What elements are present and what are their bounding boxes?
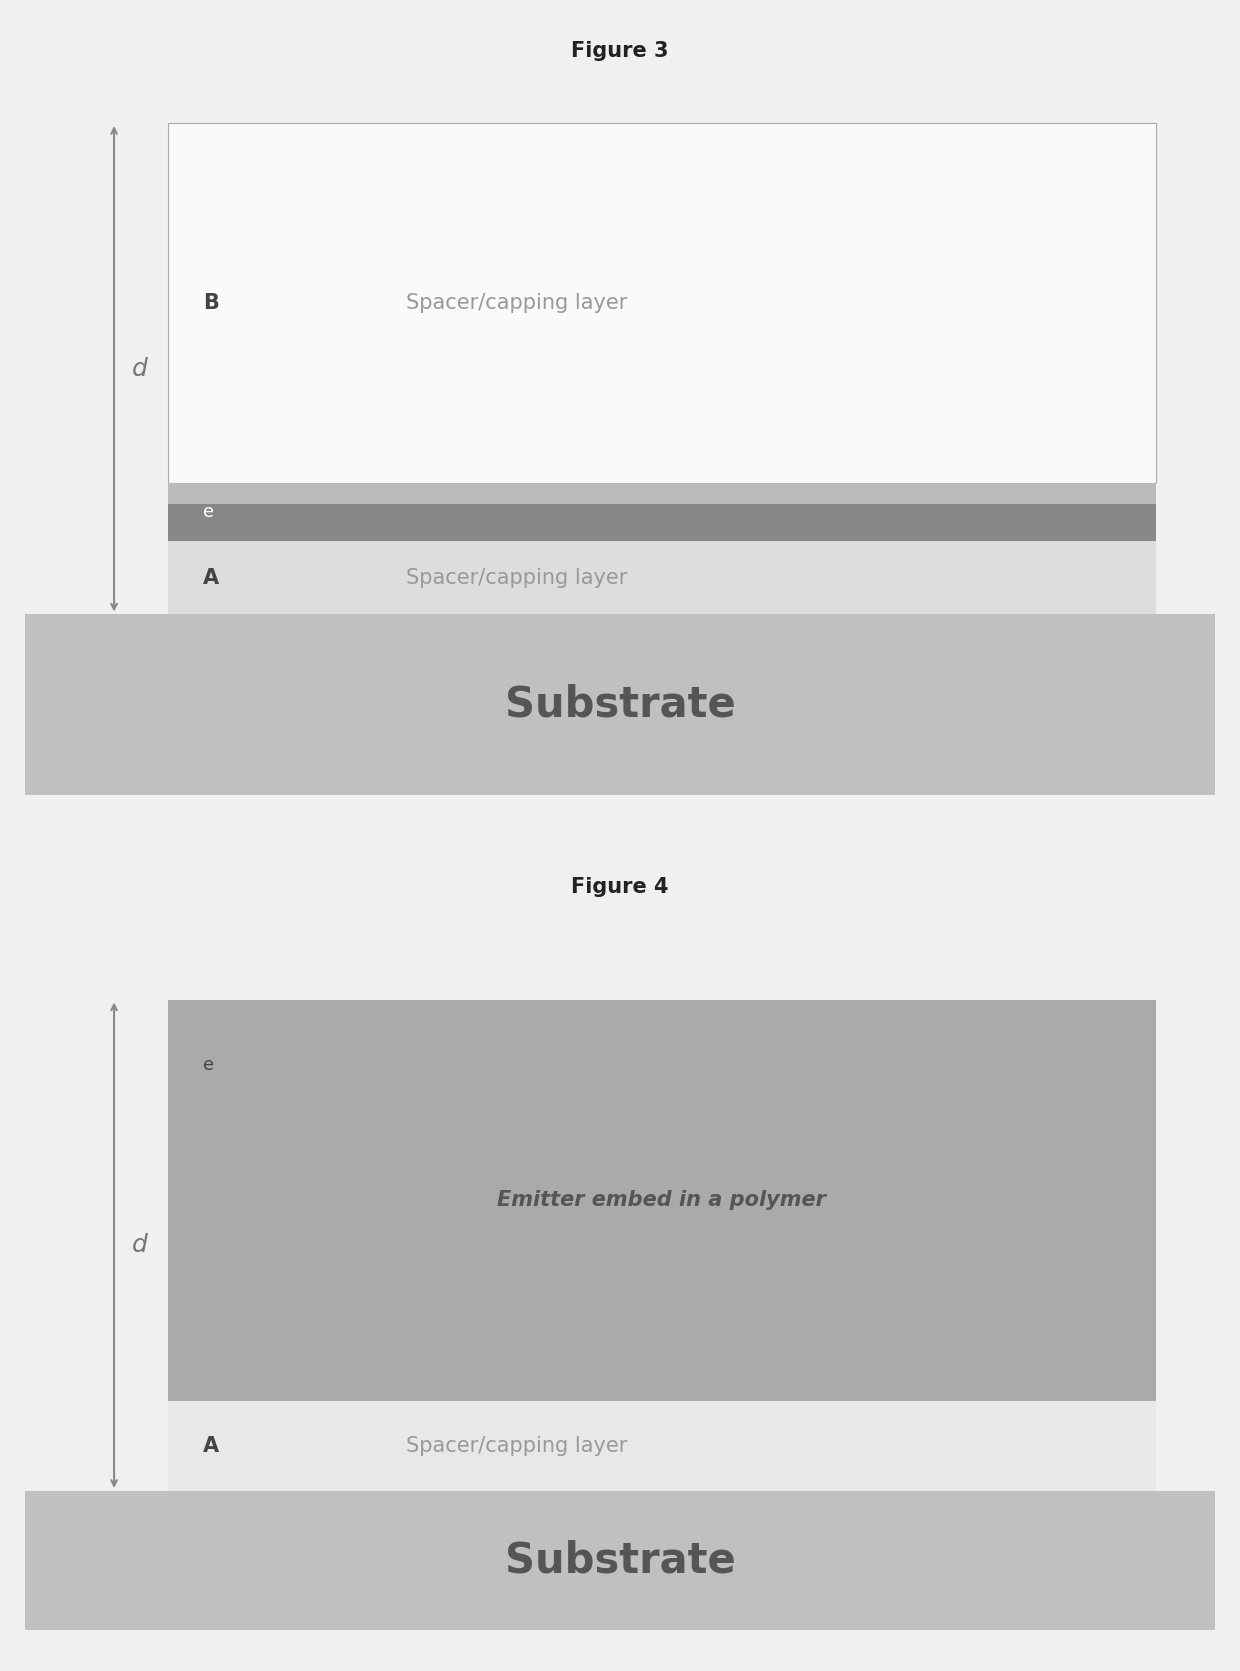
Text: d: d [131, 358, 148, 381]
Text: A: A [203, 1435, 219, 1455]
Text: Spacer/capping layer: Spacer/capping layer [405, 294, 627, 312]
Text: Figure 4: Figure 4 [572, 877, 668, 897]
Text: Spacer/capping layer: Spacer/capping layer [405, 568, 627, 588]
Text: d: d [131, 1233, 148, 1257]
Text: Figure 3: Figure 3 [572, 42, 668, 62]
Text: Emitter embed in a polymer: Emitter embed in a polymer [497, 1190, 826, 1210]
Bar [167, 124, 1156, 483]
Text: Spacer/capping layer: Spacer/capping layer [405, 1435, 627, 1455]
Text: e: e [203, 503, 215, 521]
Text: B: B [203, 294, 219, 312]
Text: A: A [203, 568, 219, 588]
Text: Substrate: Substrate [505, 683, 735, 725]
Bar [167, 999, 1156, 1400]
Text: Substrate: Substrate [505, 1539, 735, 1581]
Text: e: e [203, 1056, 215, 1074]
Bar [25, 615, 1215, 795]
Bar [25, 1491, 1215, 1631]
Bar [167, 1400, 1156, 1491]
Bar [167, 505, 1156, 541]
Bar [167, 541, 1156, 615]
Bar [167, 483, 1156, 505]
